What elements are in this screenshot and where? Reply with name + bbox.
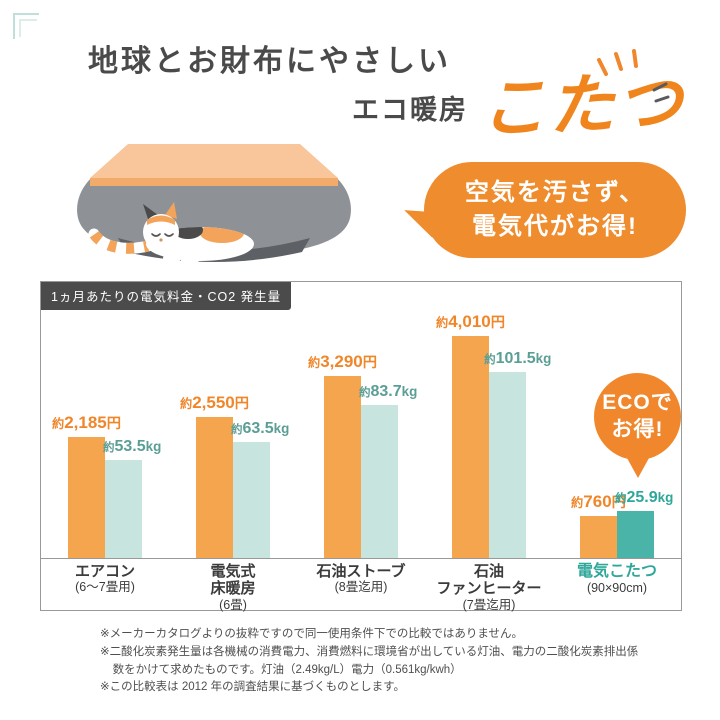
corner-accent [13,13,39,39]
co2-bar: 約25.9kg [615,489,673,558]
co2-bar: 約101.5kg [484,350,551,558]
cost-label: 約3,290円 [307,352,378,371]
category-label: 石油 ファンヒーター (7畳迄用) [425,559,553,612]
bar-group: 約2,550円約63.5kg [169,282,297,558]
category-name: 電気式 床暖房 [210,563,256,598]
cost-bar: 約4,010円 [436,312,505,558]
category-name: 電気こたつ [576,563,657,580]
bar-group: 約3,290円約83.7kg [297,282,425,558]
speech-bubble: 空気を汚さず、 電気代がお得! [399,162,686,258]
footnote-line: ※メーカーカタログよりの抜粋ですので同一使用条件下での比較ではありません。 [100,628,524,640]
cost-label: 約2,185円 [51,413,122,432]
category-size: (6〜7畳用) [75,580,135,595]
speech-bubble-tail [399,204,439,238]
page-title: 地球とお財布にやさしい [88,45,451,78]
chart-plot-area: 約2,185円 約53.5kg 約2,550円 約63.5kg 約3,290円 約83.7… [41,282,681,558]
eco-badge-line1: ECOで [602,391,673,415]
eco-badge-line2: お得! [611,417,664,441]
bar-pair: 約2,185円約53.5kg [52,413,161,558]
co2-bar: 約53.5kg [103,438,161,558]
comparison-chart: 1ヵ月あたりの電気料金・CO2 発生量 約2,185円 約53.5kg 約2,550… [40,281,682,612]
chart-category-axis: エアコン (6〜7畳用) 電気式 床暖房 (6畳) 石油ストーブ (8畳迄用) 石油 ファン… [41,558,681,612]
bar-pair: 約760円 約25.9kg [571,489,673,558]
bar-group: 約4,010円約101.5kg [425,282,553,558]
cost-label: 約760円 [571,492,626,511]
kotatsu-cat-illustration [77,144,351,265]
cost-label: 約4,010円 [435,312,506,331]
category-name: エアコン [74,563,135,580]
bar-pair: 約4,010円約101.5kg [436,312,551,558]
cost-label: 約2,550円 [179,393,250,412]
cost-bar: 約3,290円 [308,352,377,558]
co2-label: 約101.5kg [484,350,552,367]
co2-label: 約63.5kg [230,420,290,437]
subtitle: エコ暖房 [352,95,468,125]
footnote-line: ※この比較表は 2012 年の調査結果に基づくものとします。 [100,681,405,694]
category-size: (8畳迄用) [334,580,388,595]
speech-bubble-line2: 電気代がお得! [472,213,638,240]
bar-group: 約2,185円約53.5kg [41,282,169,558]
co2-bar: 約63.5kg [231,420,289,558]
cost-bar: 約760円 [571,492,626,558]
category-name: 石油ストーブ [316,563,406,580]
cost-bar: 約2,185円 [52,413,121,558]
eco-badge-pointer [626,458,649,478]
category-size: (6畳) [219,597,247,612]
footnote-line: ※二酸化炭素発生量は各機械の消費電力、消費燃料に環境省が出している灯油、電力の二… [100,645,639,676]
bar-pair: 約3,290円約83.7kg [308,352,417,558]
co2-bar: 約83.7kg [359,383,417,558]
bar-pair: 約2,550円約63.5kg [180,393,289,558]
emphasis-marks-icon [597,49,670,103]
footnotes: ※メーカーカタログよりの抜粋ですので同一使用条件下での比較ではありません。 ※二… [100,626,645,697]
co2-label: 約25.9kg [614,489,674,506]
bar-group: 約760円 約25.9kg [553,282,681,558]
category-label: 電気こたつ (90×90cm) [553,559,681,610]
category-name: 石油 ファンヒーター [436,563,542,598]
eco-badge: ECOで お得! [594,373,681,478]
category-label: 石油ストーブ (8畳迄用) [297,559,425,610]
category-size: (7畳迄用) [462,597,516,612]
category-label: 電気式 床暖房 (6畳) [169,559,297,612]
cost-bar: 約2,550円 [180,393,249,558]
category-size: (90×90cm) [586,581,648,596]
chart-title: 1ヵ月あたりの電気料金・CO2 発生量 [41,282,292,310]
category-label: エアコン (6〜7畳用) [41,559,169,610]
speech-bubble-line1: 空気を汚さず、 [464,179,646,207]
co2-label: 約83.7kg [358,383,418,400]
co2-label: 約53.5kg [102,438,162,455]
